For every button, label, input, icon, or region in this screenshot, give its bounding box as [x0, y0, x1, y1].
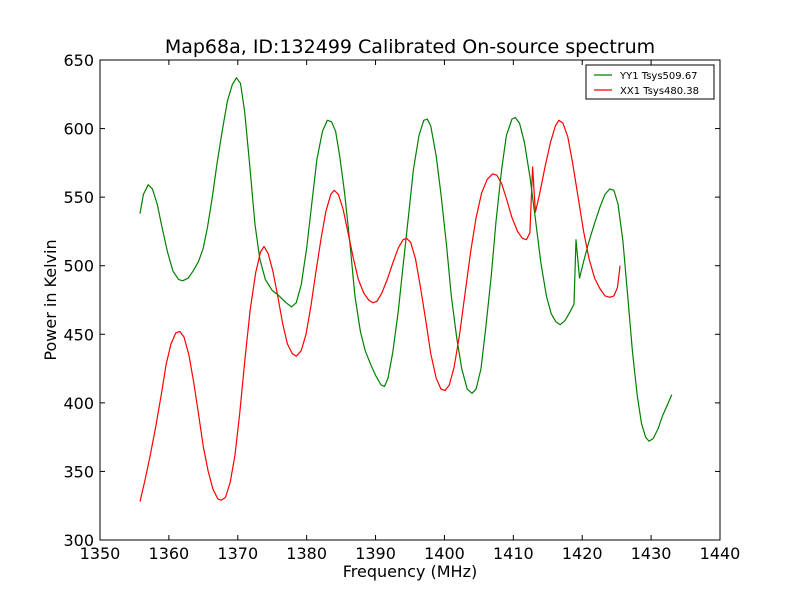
y-tick-label: 600: [63, 120, 94, 139]
x-tick-label: 1400: [424, 544, 465, 563]
y-tick-label: 300: [63, 531, 94, 550]
y-tick-label: 350: [63, 462, 94, 481]
x-tick-label: 1440: [700, 544, 741, 563]
x-tick-label: 1350: [80, 544, 121, 563]
y-tick-label: 550: [63, 188, 94, 207]
x-tick-label: 1360: [149, 544, 190, 563]
plot-frame: [99, 59, 721, 541]
axis-tick-labels: 1350 1360 1370 1380 1390 1400 1410 1420 1430 1440…: [63, 51, 740, 563]
y-tick-label: 500: [63, 257, 94, 276]
x-tick-label: 1410: [493, 544, 534, 563]
x-tick-label: 1420: [562, 544, 603, 563]
y-axis-label: Power in Kelvin: [41, 239, 60, 360]
chart-title: Map68a, ID:132499 Calibrated On-source s…: [165, 36, 655, 58]
series-line-1: [139, 119, 621, 502]
x-tick-label: 1370: [217, 544, 258, 563]
series-line-0: [139, 77, 673, 442]
legend-box: [585, 64, 715, 100]
plot-area: [100, 60, 720, 540]
plot-lines: [139, 77, 673, 502]
y-tick-label: 450: [63, 325, 94, 344]
x-tick-label: 1380: [286, 544, 327, 563]
legend-label-xx1: XX1 Tsys480.38: [620, 86, 699, 97]
y-tick-label: 650: [63, 51, 94, 70]
legend: YY1 Tsys509.67 XX1 Tsys480.38: [585, 64, 715, 100]
y-tick-label: 400: [63, 394, 94, 413]
x-axis-label: Frequency (MHz): [343, 562, 477, 581]
x-tick-label: 1430: [631, 544, 672, 563]
x-tick-label: 1390: [355, 544, 396, 563]
legend-label-yy1: YY1 Tsys509.67: [619, 71, 698, 82]
